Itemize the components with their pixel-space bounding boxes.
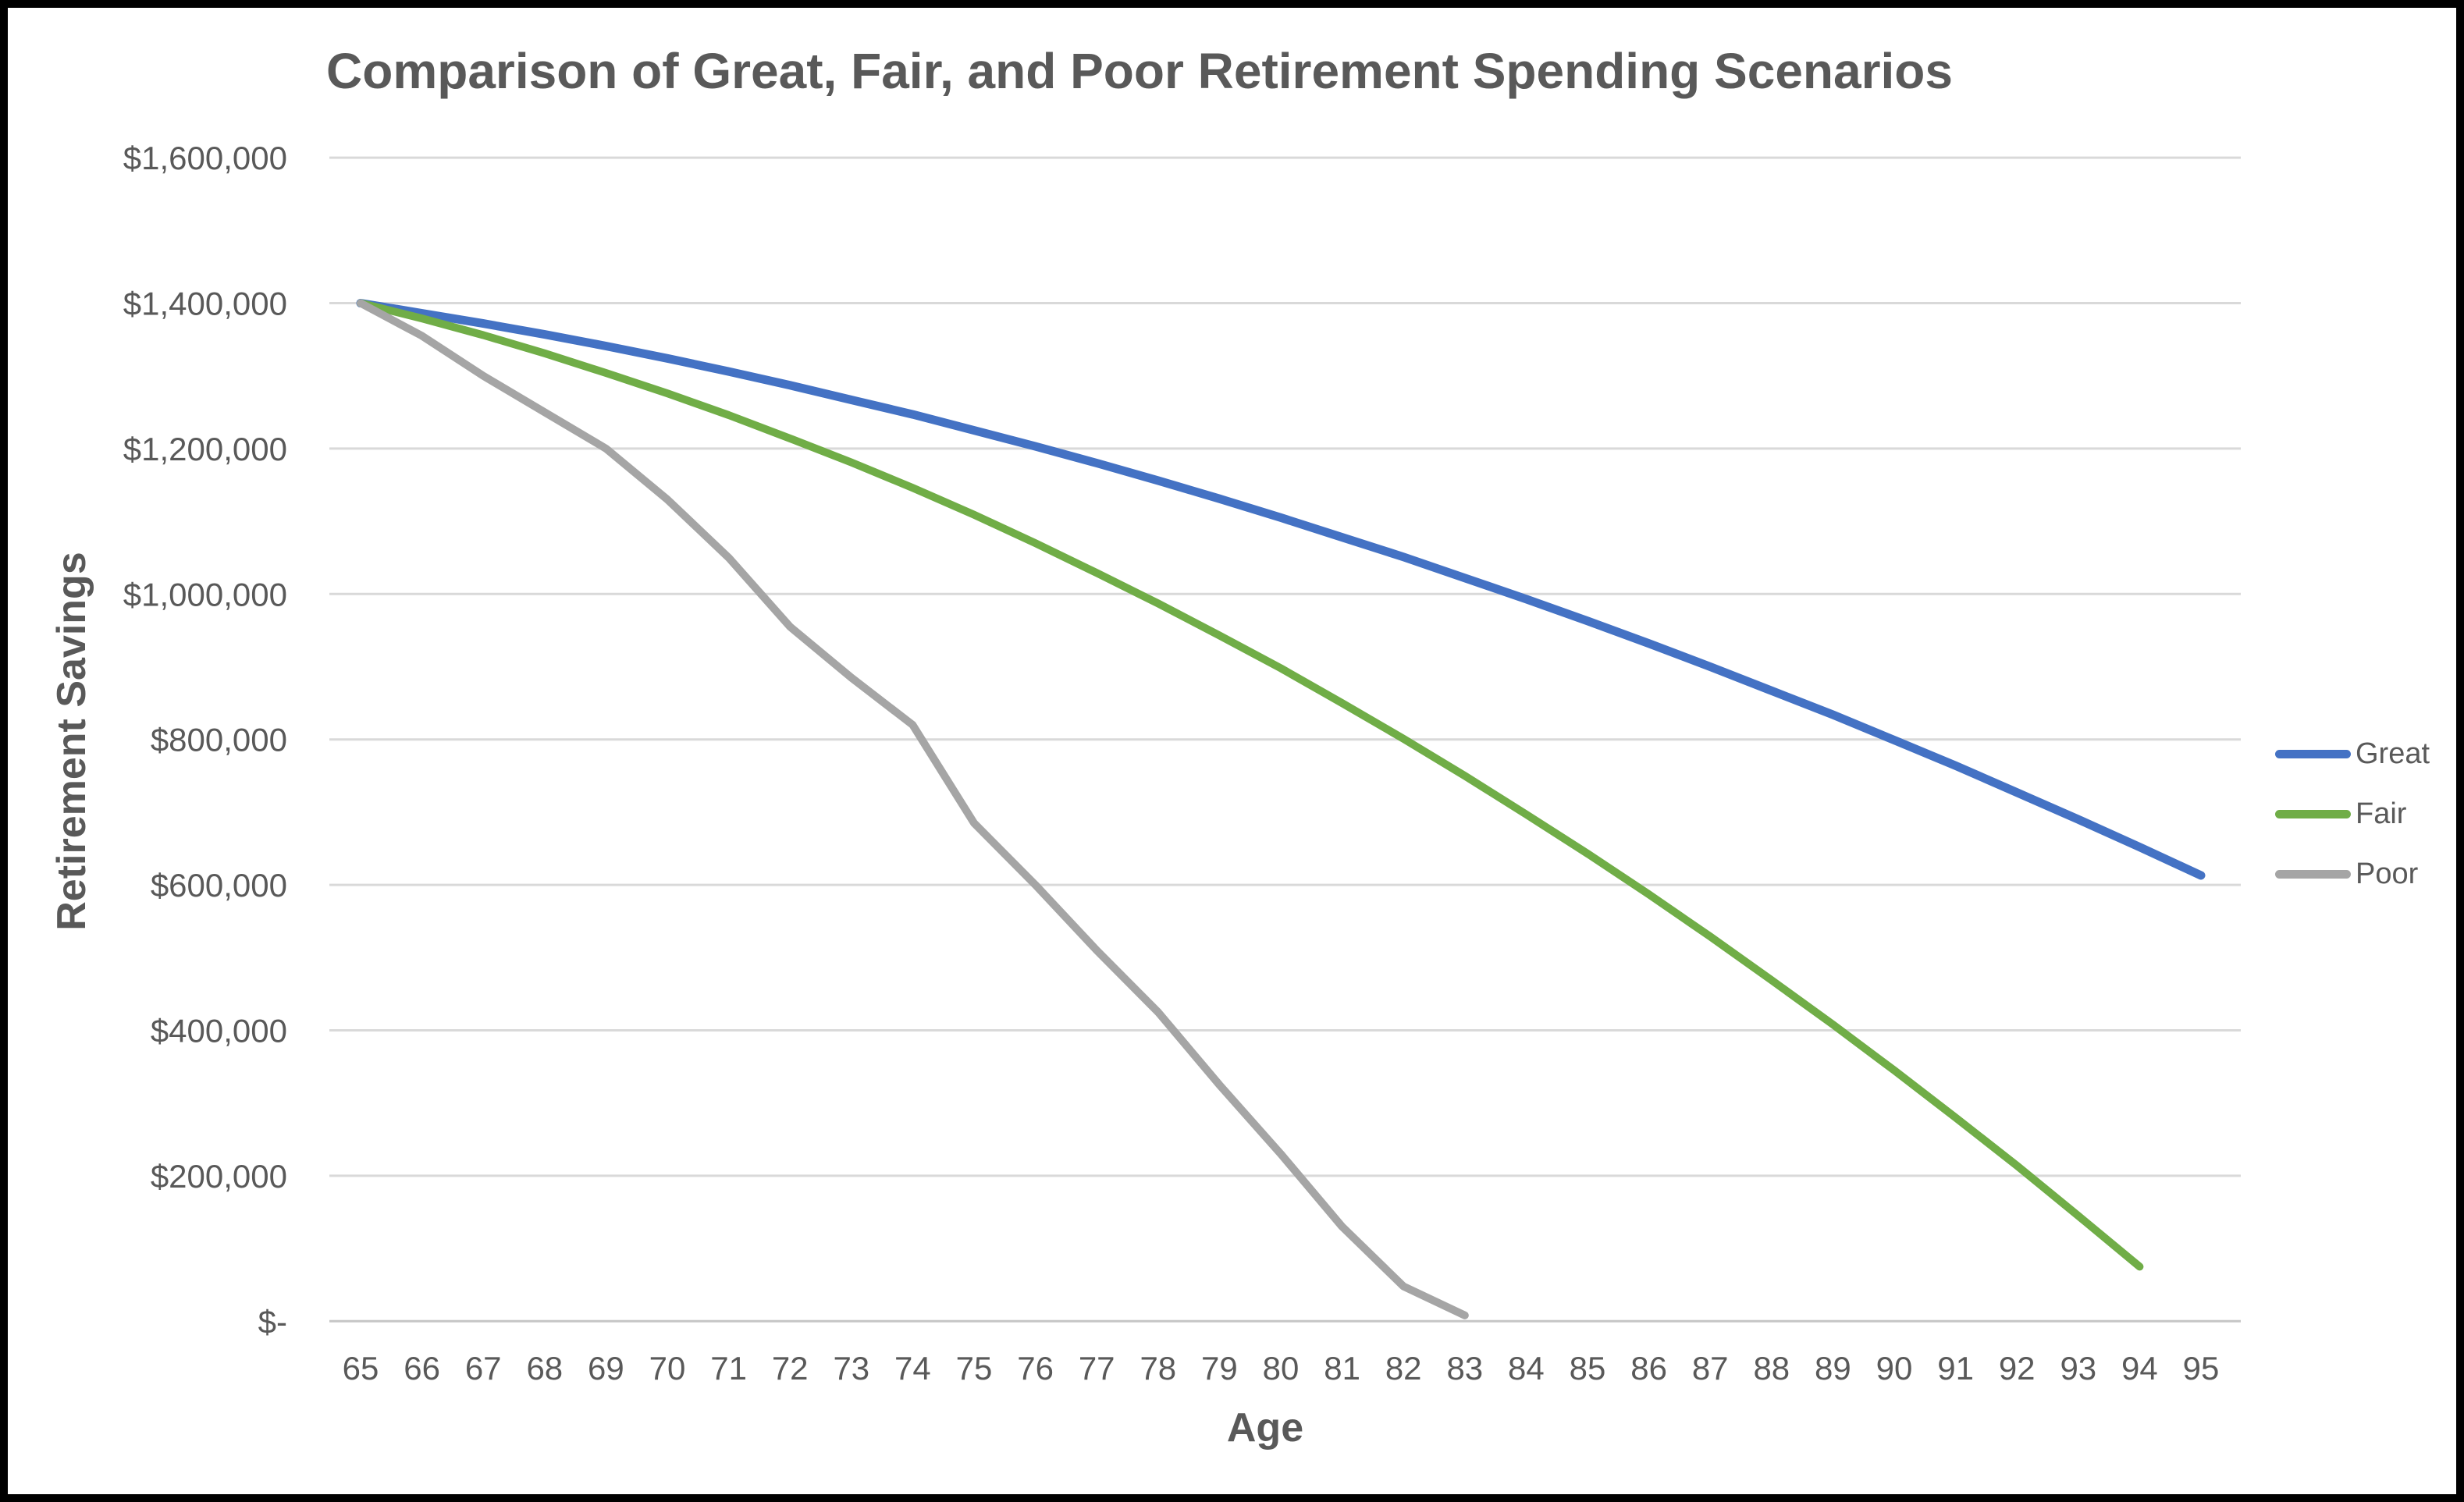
x-tick-label: 93: [2060, 1350, 2096, 1387]
y-tick-label: $-: [258, 1303, 287, 1340]
x-tick-label: 92: [1999, 1350, 2036, 1387]
x-tick-label: 86: [1630, 1350, 1667, 1387]
x-tick-label: 75: [956, 1350, 993, 1387]
x-tick-label: 73: [833, 1350, 869, 1387]
x-tick-label: 87: [1692, 1350, 1729, 1387]
legend-key-great-line: [2275, 749, 2351, 758]
y-tick-label: $1,000,000: [123, 576, 287, 613]
x-tick-label: 85: [1570, 1350, 1606, 1387]
x-tick-label: 88: [1753, 1350, 1790, 1387]
x-tick-label: 69: [588, 1350, 624, 1387]
legend-label-poor: Poor: [2356, 857, 2419, 890]
x-tick-label: 80: [1263, 1350, 1300, 1387]
legend-key-fair-line: [2275, 809, 2351, 818]
y-tick-label: $400,000: [151, 1013, 287, 1049]
y-tick-label: $1,600,000: [123, 140, 287, 176]
chart-title: Comparison of Great, Fair, and Poor Reti…: [326, 43, 1953, 99]
y-tick-label: $1,200,000: [123, 431, 287, 467]
x-tick-label: 72: [772, 1350, 809, 1387]
legend-item-poor: Poor: [2275, 857, 2419, 890]
x-tick-label: 71: [710, 1350, 747, 1387]
plot-area: $- $200,000 $400,000 $600,000 $800,000 $1,000…: [123, 140, 2241, 1387]
x-tick-label: 70: [649, 1350, 686, 1387]
x-tick-label: 91: [1937, 1350, 1974, 1387]
x-tick-label: 90: [1876, 1350, 1913, 1387]
x-tick-label: 66: [404, 1350, 440, 1387]
legend-item-great: Great: [2275, 737, 2430, 770]
x-tick-label: 76: [1017, 1350, 1054, 1387]
x-axis-title: Age: [1226, 1405, 1304, 1451]
series-line-great: [356, 299, 2206, 880]
x-tick-label: 67: [465, 1350, 502, 1387]
x-tick-label: 84: [1508, 1350, 1545, 1387]
series-line-poor: [357, 299, 1469, 1319]
y-tick-label: $800,000: [151, 722, 287, 758]
x-tick-label: 94: [2121, 1350, 2158, 1387]
y-tick-label: $1,400,000: [123, 286, 287, 322]
x-tick-label: 79: [1201, 1350, 1238, 1387]
legend-item-fair: Fair: [2275, 797, 2407, 830]
x-tick-label: 74: [894, 1350, 931, 1387]
x-tick-label: 77: [1079, 1350, 1115, 1387]
series-line-fair: [357, 299, 2144, 1271]
legend: Great Fair Poor: [2275, 8, 2456, 1494]
x-tick-label: 83: [1446, 1350, 1483, 1387]
x-tick-label: 81: [1324, 1350, 1360, 1387]
legend-label-fair: Fair: [2356, 797, 2407, 830]
x-tick-label: 68: [526, 1350, 563, 1387]
y-tick-label: $200,000: [151, 1158, 287, 1195]
legend-key-poor-line: [2275, 869, 2351, 879]
x-tick-label: 95: [2183, 1350, 2220, 1387]
x-tick-label: 78: [1140, 1350, 1176, 1387]
x-tick-label: 89: [1815, 1350, 1851, 1387]
legend-label-great: Great: [2356, 737, 2430, 770]
x-tick-label: 82: [1385, 1350, 1422, 1387]
x-tick-label: 65: [343, 1350, 379, 1387]
y-tick-label: $600,000: [151, 867, 287, 904]
